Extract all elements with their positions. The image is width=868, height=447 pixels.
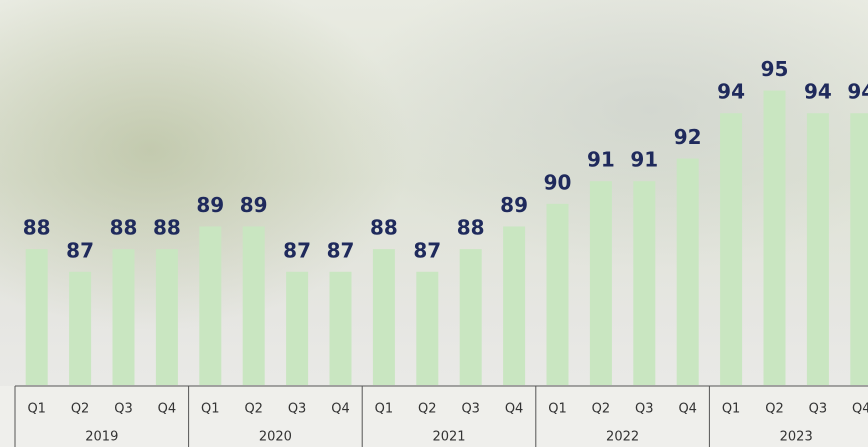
x-tick-label: Q3 <box>635 402 654 417</box>
group-label: 2023 <box>780 430 813 445</box>
value-label: 88 <box>370 216 398 240</box>
value-label: 88 <box>23 216 51 240</box>
value-label: 88 <box>110 216 138 240</box>
bar <box>764 91 786 385</box>
bar <box>286 272 308 385</box>
bar <box>373 249 395 385</box>
bar <box>850 113 868 385</box>
x-tick-label: Q3 <box>288 402 307 417</box>
group-label: 2022 <box>606 430 639 445</box>
group-label: 2021 <box>432 430 465 445</box>
x-tick-label: Q2 <box>244 402 263 417</box>
bar <box>69 272 91 385</box>
x-tick-label: Q1 <box>201 402 220 417</box>
value-label: 87 <box>66 238 94 262</box>
x-tick-label: Q1 <box>548 402 567 417</box>
chart: 88 Q1 87 Q2 88 Q3 88 Q4 89 Q1 89 Q2 87 Q3 87 Q4 88 Q1 87 Q2… <box>0 0 868 447</box>
value-label: 94 <box>717 80 745 104</box>
bar <box>720 113 742 385</box>
value-label: 91 <box>587 148 615 172</box>
value-label: 89 <box>196 193 224 217</box>
x-tick-label: Q3 <box>809 402 828 417</box>
x-tick-label: Q1 <box>375 402 394 417</box>
bar <box>26 249 48 385</box>
x-tick-label: Q4 <box>331 402 350 417</box>
x-tick-label: Q4 <box>158 402 177 417</box>
bar <box>590 181 612 385</box>
value-label: 94 <box>804 80 832 104</box>
x-tick-label: Q1 <box>27 402 46 417</box>
value-label: 88 <box>153 216 181 240</box>
page: 88 Q1 87 Q2 88 Q3 88 Q4 89 Q1 89 Q2 87 Q3 87 Q4 88 Q1 87 Q2… <box>0 0 868 447</box>
group-label: 2020 <box>259 430 292 445</box>
bar <box>243 226 265 385</box>
value-label: 94 <box>847 80 868 104</box>
x-tick-label: Q2 <box>418 402 437 417</box>
x-tick-label: Q4 <box>852 402 868 417</box>
bar <box>330 272 352 385</box>
bar <box>677 159 699 385</box>
value-label: 87 <box>283 238 311 262</box>
bar <box>156 249 178 385</box>
value-label: 89 <box>240 193 268 217</box>
value-label: 87 <box>413 238 441 262</box>
x-tick-label: Q4 <box>678 402 697 417</box>
x-tick-label: Q2 <box>592 402 611 417</box>
bar <box>633 181 655 385</box>
value-label: 89 <box>500 193 528 217</box>
x-tick-label: Q3 <box>461 402 480 417</box>
bar <box>416 272 438 385</box>
value-label: 91 <box>630 148 658 172</box>
value-label: 88 <box>457 216 485 240</box>
x-tick-label: Q1 <box>722 402 741 417</box>
bar <box>807 113 829 385</box>
x-tick-label: Q3 <box>114 402 133 417</box>
bar <box>547 204 569 385</box>
bar <box>460 249 482 385</box>
bar <box>113 249 135 385</box>
value-label: 95 <box>761 57 789 81</box>
bar <box>199 226 221 385</box>
value-label: 92 <box>674 125 702 149</box>
value-label: 87 <box>327 238 355 262</box>
value-label: 90 <box>544 170 572 194</box>
x-tick-label: Q2 <box>71 402 90 417</box>
x-tick-label: Q4 <box>505 402 524 417</box>
x-tick-label: Q2 <box>765 402 784 417</box>
bar <box>503 226 525 385</box>
group-label: 2019 <box>85 430 118 445</box>
